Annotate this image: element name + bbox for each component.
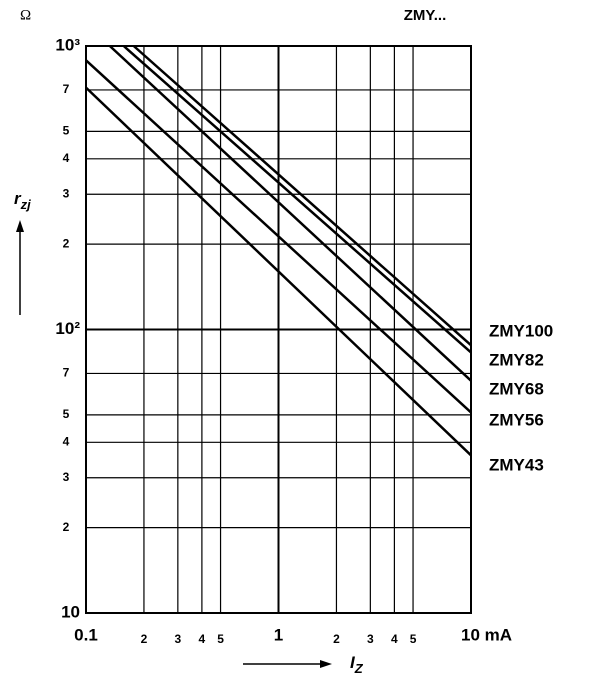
y-tick-label: 10² [55,319,80,338]
series-label: ZMY56 [489,410,544,429]
y-arrow-head [16,220,24,232]
series-label: ZMY43 [489,455,544,474]
line-series [122,45,472,354]
x-tick-label: 0.1 [74,625,98,644]
line-series [132,45,472,347]
y-label: rzj [14,189,31,212]
y-label-main: r [14,189,22,208]
line-series [85,86,472,457]
x-tick-label: 2 [141,632,148,646]
y-tick-label: 7 [63,82,70,96]
y-tick-label: 4 [63,434,70,448]
chart-title: ZMY... [404,7,447,24]
y-tick-label: 3 [63,186,70,200]
x-label-sub: Z [354,661,364,676]
line-series [108,45,472,382]
series-label: ZMY68 [489,379,544,398]
series-label: ZMY100 [489,321,553,340]
x-tick-label: 4 [391,632,398,646]
y-tick-label: 5 [63,124,70,138]
y-tick-label: 7 [63,366,70,380]
y-unit: Ω [20,7,31,23]
x-tick-label: 3 [175,632,182,646]
series-label: ZMY82 [489,350,544,369]
x-tick-label: 5 [217,632,224,646]
x-label: IZ [350,653,364,676]
plot-frame [85,45,472,614]
x-arrow-head [320,660,332,668]
y-tick-label: 2 [63,520,70,534]
y-label-sub: zj [20,197,32,212]
x-label-main: I [350,653,356,672]
y-tick-label: 10 [61,602,80,621]
y-tick-label: 5 [63,407,70,421]
y-tick-label: 4 [63,151,70,165]
y-tick-label: 10³ [55,35,80,54]
x-tick-label: 3 [367,632,374,646]
x-tick-label: 1 [274,625,283,644]
line-series [85,59,472,414]
x-tick-label: 5 [410,632,417,646]
x-tick-label: 4 [199,632,206,646]
y-tick-label: 2 [63,236,70,250]
x-tick-label: 2 [333,632,340,646]
x-tick-label: 10 mA [461,625,512,644]
y-tick-label: 3 [63,470,70,484]
